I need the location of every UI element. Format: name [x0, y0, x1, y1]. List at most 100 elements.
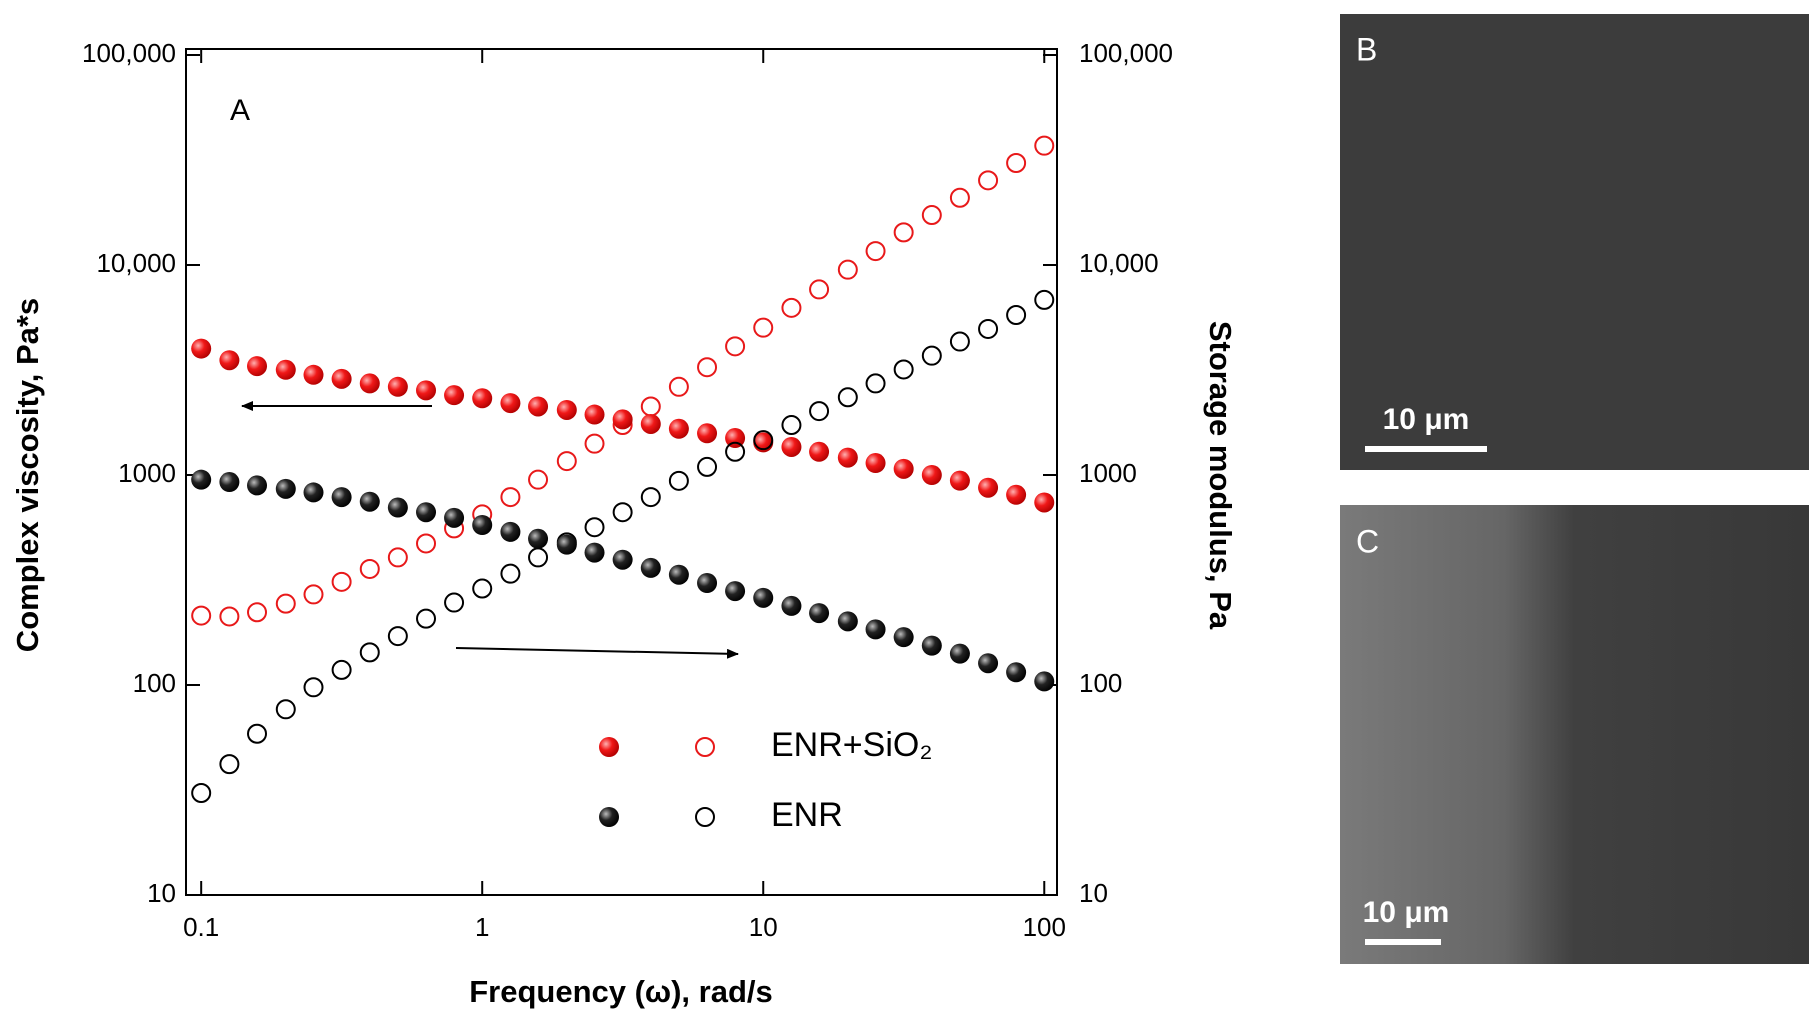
viscosity-marker	[303, 482, 324, 503]
viscosity-marker	[809, 441, 830, 462]
y2-tick-label: 100,000	[1079, 38, 1173, 68]
viscosity-marker	[303, 364, 324, 385]
viscosity-marker	[781, 595, 802, 616]
x-tick-label: 100	[1023, 912, 1066, 942]
y-tick-label: 1000	[118, 458, 176, 488]
storage-marker	[1034, 289, 1055, 310]
x-tick-label: 10	[749, 912, 778, 942]
viscosity-marker	[275, 478, 296, 499]
y2-tick-label: 10	[1079, 878, 1108, 908]
storage-marker	[500, 487, 521, 508]
scale-bar-label: 10 μm	[1383, 403, 1470, 436]
viscosity-marker	[331, 487, 352, 508]
viscosity-marker	[275, 359, 296, 380]
storage-marker	[500, 563, 521, 584]
viscosity-marker	[612, 409, 633, 430]
viscosity-marker	[781, 436, 802, 457]
storage-marker	[331, 571, 352, 592]
scale-bar-label: 10 μm	[1363, 896, 1450, 929]
viscosity-marker	[612, 549, 633, 570]
viscosity-marker	[668, 564, 689, 585]
y-tick-label: 100,000	[82, 38, 176, 68]
storage-marker	[528, 547, 549, 568]
storage-marker	[275, 593, 296, 614]
viscosity-marker	[247, 475, 268, 496]
y2-tick-label: 10,000	[1079, 248, 1159, 278]
storage-marker	[781, 297, 802, 318]
storage-marker	[387, 626, 408, 647]
sem-image	[1340, 505, 1809, 964]
storage-marker	[191, 782, 212, 803]
viscosity-marker	[556, 399, 577, 420]
y2-tick-label: 100	[1079, 668, 1122, 698]
viscosity-marker	[978, 653, 999, 674]
storage-marker	[753, 430, 774, 451]
y-tick-label: 100	[133, 668, 176, 698]
viscosity-marker	[416, 380, 437, 401]
viscosity-marker	[472, 388, 493, 409]
storage-marker	[668, 376, 689, 397]
x-tick-label: 0.1	[183, 912, 219, 942]
storage-marker	[1034, 135, 1055, 156]
viscosity-marker	[1006, 484, 1027, 505]
storage-marker	[725, 336, 746, 357]
viscosity-marker	[640, 413, 661, 434]
storage-marker	[416, 608, 437, 629]
viscosity-marker	[191, 469, 212, 490]
arrow	[455, 647, 739, 659]
viscosity-marker	[865, 453, 886, 474]
viscosity-marker	[921, 465, 942, 485]
storage-marker	[697, 357, 718, 378]
y-axis-label: Complex viscosity, Pa*s	[10, 298, 45, 652]
storage-marker	[584, 433, 605, 454]
storage-marker	[444, 592, 465, 613]
legend-marker	[695, 737, 715, 757]
viscosity-marker	[387, 497, 408, 518]
panel-label: B	[1356, 31, 1377, 67]
viscosity-marker	[1034, 492, 1055, 513]
storage-marker	[893, 359, 914, 380]
x-tick-label: 1	[475, 912, 489, 942]
storage-marker	[949, 331, 970, 352]
storage-marker	[949, 187, 970, 208]
storage-marker	[219, 606, 240, 627]
viscosity-marker	[247, 356, 268, 377]
viscosity-marker	[1006, 662, 1027, 683]
storage-marker	[865, 241, 886, 262]
storage-marker	[331, 659, 352, 680]
viscosity-marker	[219, 472, 240, 493]
viscosity-marker	[528, 396, 549, 417]
viscosity-marker	[921, 635, 942, 656]
plot-frame	[185, 48, 1058, 896]
storage-marker	[640, 487, 661, 508]
viscosity-marker	[387, 376, 408, 397]
viscosity-marker	[837, 611, 858, 632]
storage-marker	[1006, 304, 1027, 325]
viscosity-marker	[668, 418, 689, 439]
viscosity-marker	[949, 643, 970, 664]
viscosity-marker	[584, 542, 605, 563]
storage-marker	[781, 415, 802, 436]
sem-image	[1340, 14, 1809, 470]
legend-marker	[695, 807, 715, 827]
viscosity-marker	[893, 627, 914, 648]
storage-marker	[247, 723, 268, 744]
viscosity-marker	[219, 350, 240, 371]
storage-marker	[612, 502, 633, 523]
storage-marker	[668, 470, 689, 491]
viscosity-marker	[191, 338, 212, 359]
storage-marker	[359, 558, 380, 579]
storage-marker	[978, 170, 999, 191]
storage-marker	[837, 387, 858, 408]
panel-label: C	[1356, 523, 1379, 559]
storage-marker	[416, 533, 437, 554]
storage-marker	[556, 451, 577, 472]
scale-bar	[1365, 446, 1487, 452]
storage-marker	[725, 441, 746, 462]
viscosity-marker	[444, 507, 465, 528]
viscosity-marker	[359, 491, 380, 512]
viscosity-marker	[725, 581, 746, 602]
storage-marker	[865, 373, 886, 394]
legend-label: ENR+SiO₂	[771, 726, 933, 764]
